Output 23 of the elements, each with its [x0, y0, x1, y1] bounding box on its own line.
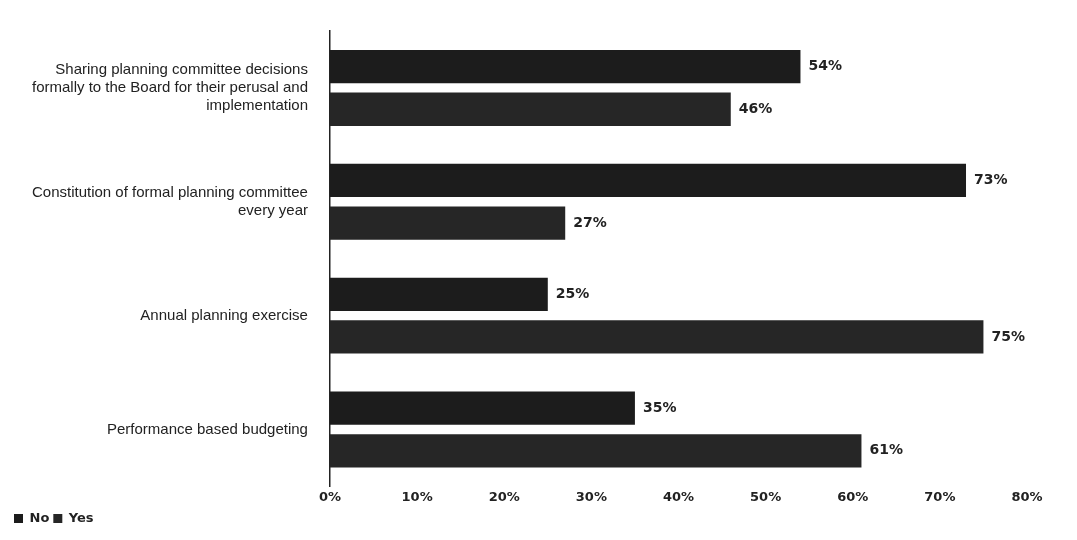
x-tick-label: 40%	[662, 488, 695, 504]
data-label: 73%	[974, 171, 1008, 188]
data-label: 46%	[738, 99, 773, 116]
x-tick-label: 0%	[318, 488, 342, 504]
x-tick-label: 50%	[750, 488, 782, 504]
data-label: 35%	[642, 398, 677, 415]
data-label: 75%	[991, 327, 1025, 344]
data-label: 25%	[555, 284, 590, 301]
data-label: 54%	[808, 57, 842, 74]
y-tick-label: Constitution of formal planning committee every year	[31, 182, 308, 218]
x-tick-label: 10%	[401, 488, 433, 504]
data-label: 61%	[869, 441, 903, 458]
legend-label: No	[29, 509, 50, 525]
y-tick-label: Sharing planning committee decisions formally to the Board for their perusal and implementation	[31, 60, 308, 114]
y-tick-label: Performance based budgeting	[106, 419, 308, 437]
x-tick-label: 70%	[924, 488, 956, 504]
x-tick-label: 30%	[575, 488, 607, 504]
x-tick-label: 60%	[837, 488, 869, 504]
x-tick-label: 20%	[488, 488, 520, 504]
data-label: 27%	[573, 213, 607, 230]
x-tick-label: 80%	[1011, 488, 1043, 504]
y-tick-label: Annual planning exercise	[140, 305, 308, 323]
legend-label: Yes	[67, 509, 94, 525]
